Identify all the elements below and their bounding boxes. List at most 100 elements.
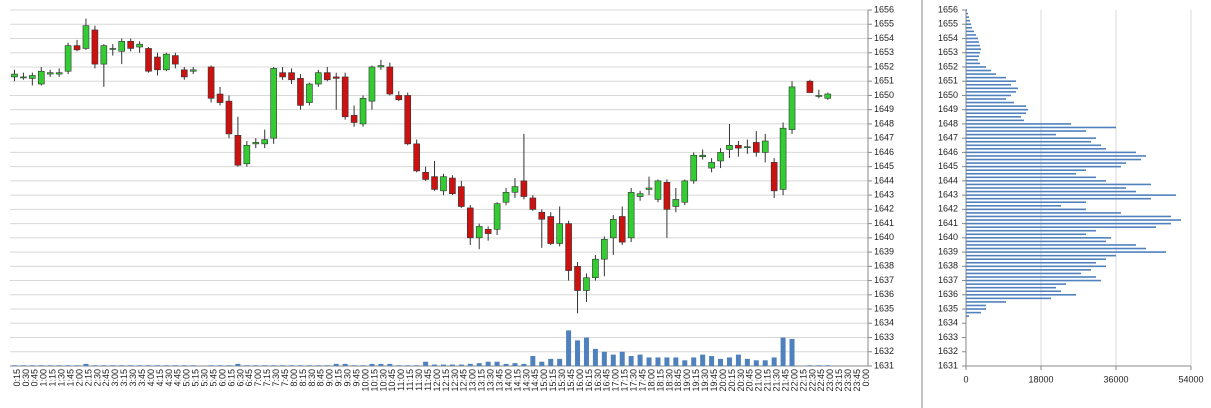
y-tick-label: 1634 bbox=[874, 318, 894, 328]
volume-bar bbox=[65, 365, 71, 366]
profile-bar bbox=[966, 162, 1126, 164]
volume-bar bbox=[432, 364, 438, 366]
candle-body bbox=[82, 25, 90, 49]
volume-bar bbox=[235, 363, 241, 366]
x-tick-label: 10:45 bbox=[387, 369, 397, 392]
y-tick-label: 1649 bbox=[938, 104, 958, 114]
x-tick-label: 11:15 bbox=[405, 369, 415, 391]
profile-bar bbox=[966, 130, 1086, 132]
volume-bar bbox=[378, 363, 384, 366]
profile-bar bbox=[966, 258, 1106, 260]
y-tick-label: 1648 bbox=[938, 118, 958, 128]
volume-bar bbox=[610, 354, 616, 366]
profile-bar bbox=[966, 215, 1171, 218]
x-tick-label: 19:30 bbox=[700, 369, 710, 392]
y-tick-label: 1633 bbox=[874, 332, 894, 342]
candle-body bbox=[601, 238, 608, 260]
candle-body bbox=[261, 139, 269, 145]
x-tick-label: 54000 bbox=[1178, 374, 1203, 384]
y-tick-label: 1632 bbox=[938, 346, 958, 356]
profile-bar bbox=[966, 158, 1141, 161]
volume-bar bbox=[137, 365, 143, 366]
profile-bar bbox=[966, 219, 1181, 221]
x-tick-label: 20:30 bbox=[736, 369, 746, 392]
profile-bar bbox=[966, 59, 978, 61]
x-tick-label: 9:15 bbox=[334, 369, 344, 387]
x-tick-label: 4:15 bbox=[155, 369, 165, 387]
candle-body bbox=[609, 219, 617, 239]
candle-body bbox=[770, 162, 778, 192]
candle-body bbox=[574, 266, 581, 291]
x-tick-label: 10:30 bbox=[378, 369, 388, 392]
profile-bar bbox=[966, 205, 1061, 207]
x-tick-label: 15:00 bbox=[539, 369, 549, 392]
x-tick-label: 15:30 bbox=[557, 369, 567, 392]
profile-bar bbox=[966, 294, 1076, 296]
candle-body bbox=[279, 72, 286, 78]
x-tick-label: 6:15 bbox=[226, 369, 236, 387]
x-tick-label: 16:45 bbox=[602, 369, 612, 392]
candle-body bbox=[100, 45, 108, 65]
candle-body bbox=[449, 177, 456, 194]
y-tick-label: 1650 bbox=[874, 90, 894, 100]
profile-bar bbox=[966, 208, 1086, 211]
candle-body bbox=[350, 115, 358, 123]
candle-body bbox=[37, 70, 45, 85]
volume-bar bbox=[306, 365, 312, 366]
volume-bar bbox=[735, 354, 741, 366]
x-tick-label: 20:45 bbox=[745, 369, 755, 392]
profile-bar bbox=[966, 37, 978, 40]
candle-body bbox=[511, 186, 519, 193]
profile-bar bbox=[966, 116, 1021, 118]
y-tick-label: 1655 bbox=[874, 19, 894, 29]
candle-body bbox=[761, 140, 769, 153]
volume-bar bbox=[423, 361, 429, 366]
candle-body bbox=[583, 277, 590, 291]
volume-bar bbox=[485, 361, 491, 366]
volume-bar bbox=[673, 357, 679, 366]
volume-bar bbox=[56, 365, 62, 366]
x-tick-label: 2:45 bbox=[101, 369, 111, 387]
profile-bar bbox=[966, 237, 1111, 239]
volume-bar bbox=[718, 358, 724, 366]
x-tick-label: 11:30 bbox=[414, 369, 424, 391]
volume-bar bbox=[20, 365, 26, 366]
volume-bar bbox=[762, 360, 768, 366]
y-tick-label: 1635 bbox=[938, 303, 958, 313]
profile-bar bbox=[966, 91, 1016, 93]
volume-bar bbox=[521, 363, 527, 366]
volume-bar bbox=[38, 365, 44, 366]
candle-body bbox=[681, 180, 689, 203]
volume-bar bbox=[11, 365, 17, 366]
x-tick-label: 0:15 bbox=[12, 369, 22, 387]
profile-bar bbox=[966, 137, 1096, 139]
candle-body bbox=[699, 154, 706, 157]
x-tick-label: 6:00 bbox=[217, 369, 227, 387]
candle-body bbox=[627, 191, 635, 239]
volume-bar bbox=[753, 360, 759, 366]
profile-bar bbox=[966, 190, 1136, 193]
candle-body bbox=[11, 73, 18, 78]
x-tick-label: 21:45 bbox=[780, 369, 790, 392]
y-tick-label: 1648 bbox=[874, 118, 894, 128]
candle-body bbox=[735, 144, 742, 149]
x-tick-label: 9:00 bbox=[325, 369, 335, 387]
profile-bar bbox=[966, 180, 1106, 182]
volume-bar bbox=[458, 364, 464, 366]
profile-bar bbox=[966, 165, 1121, 168]
profile-bar bbox=[966, 187, 1126, 189]
profile-bar bbox=[966, 169, 1086, 171]
profile-bar bbox=[966, 30, 974, 33]
profile-bar bbox=[966, 126, 1116, 129]
volume-bar bbox=[369, 363, 375, 366]
x-tick-label: 14:15 bbox=[512, 369, 522, 392]
profile-bar bbox=[966, 304, 986, 307]
y-tick-label: 1631 bbox=[938, 360, 958, 370]
y-tick-label: 1642 bbox=[938, 204, 958, 214]
candle-body bbox=[332, 76, 340, 79]
x-tick-label: 3:15 bbox=[119, 369, 129, 387]
x-tick-label: 10:00 bbox=[360, 369, 370, 392]
candle-body bbox=[323, 72, 331, 81]
x-tick-label: 8:15 bbox=[298, 369, 308, 387]
candle-body bbox=[726, 144, 733, 150]
